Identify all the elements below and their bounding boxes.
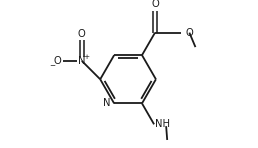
Text: −: − [49,63,55,69]
Text: O: O [151,0,159,9]
Text: NH: NH [155,119,170,129]
Text: O: O [186,28,194,38]
Text: O: O [78,29,86,39]
Text: N: N [103,98,110,108]
Text: O: O [54,56,62,66]
Text: +: + [83,54,90,60]
Text: N: N [78,56,86,66]
